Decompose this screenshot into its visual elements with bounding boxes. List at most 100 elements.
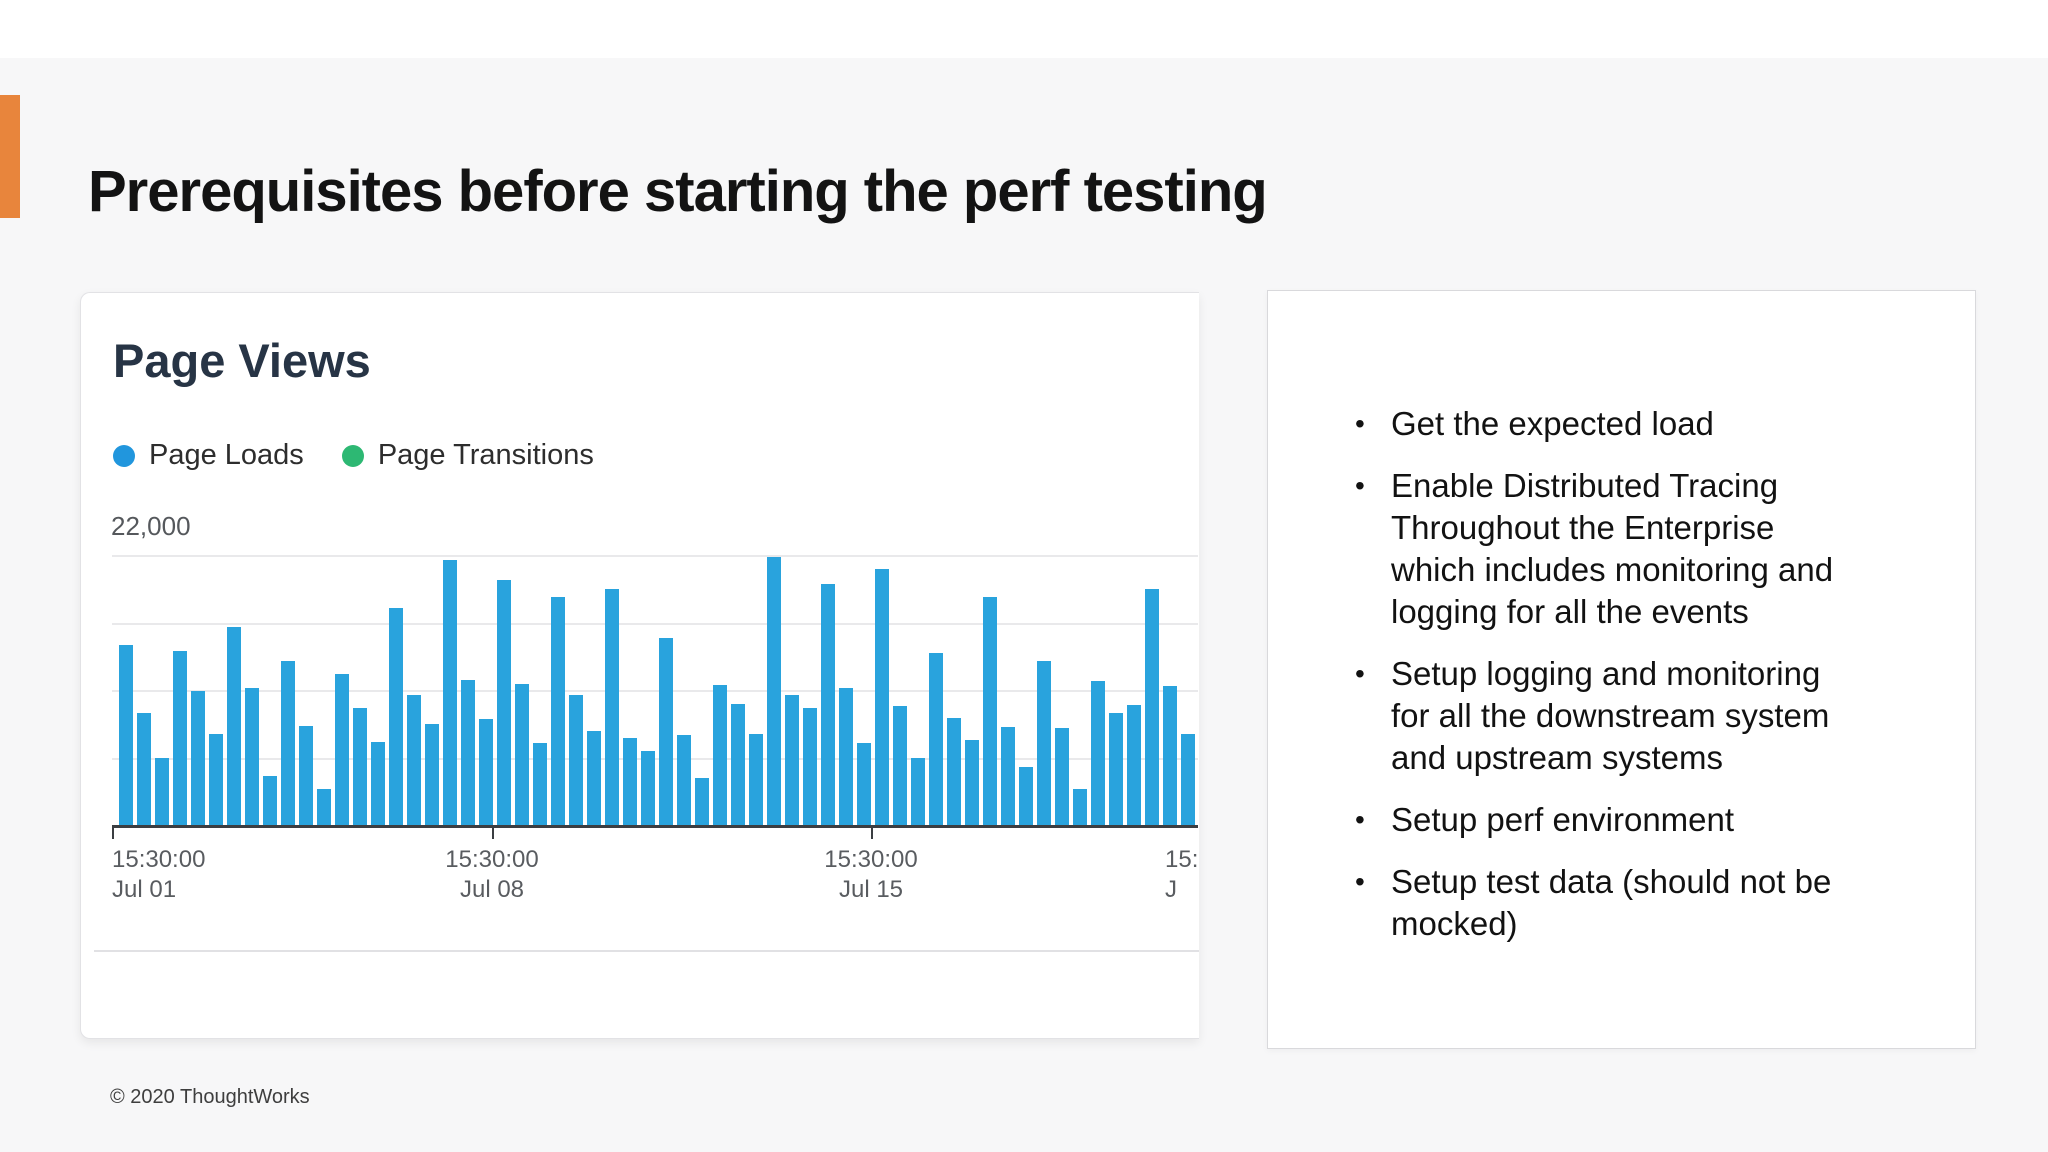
page-loads-bar (695, 778, 709, 825)
gridline (112, 757, 1198, 760)
x-axis-label: 15:30:00 Jul 15 (824, 846, 918, 903)
page-loads-bar (119, 644, 133, 825)
chart-title: Page Views (113, 334, 371, 387)
page-loads-bar (1073, 789, 1087, 825)
page-loads-bar (803, 708, 817, 825)
page-title: Prerequisites before starting the perf t… (88, 158, 1268, 224)
page-loads-bar (965, 740, 979, 825)
page-loads-bar (857, 742, 871, 825)
bullet-text: Setup logging and monitoring for all the… (1391, 655, 1830, 776)
page-loads-bar (497, 579, 511, 825)
page-loads-dot-icon (113, 444, 135, 467)
bullet-list: • Get the expected load • Enable Distribute… (1355, 403, 1935, 965)
page-loads-bar (533, 742, 547, 825)
page-loads-bar (371, 741, 385, 825)
bullet-text: Get the expected load (1391, 405, 1714, 442)
bullet-item: • Setup test data (should not be mocked) (1355, 861, 1935, 945)
page-loads-bar (137, 713, 151, 825)
page-loads-bar (227, 627, 241, 825)
x-axis-tick (112, 825, 114, 839)
page-loads-bar (1109, 713, 1123, 825)
page-loads-bar (839, 687, 853, 825)
page-loads-bar (1055, 728, 1069, 825)
page-loads-bar (731, 703, 745, 825)
page-loads-bar (317, 789, 331, 825)
page-loads-bar (1145, 589, 1159, 825)
page-loads-bar (983, 596, 997, 825)
legend-label: Page Loads (149, 439, 304, 471)
accent-bar (0, 95, 20, 218)
page-loads-bar (623, 737, 637, 825)
page-loads-bar (209, 734, 223, 825)
bullet-text: Setup test data (should not be mocked) (1391, 863, 1832, 942)
page-loads-bar (821, 584, 835, 825)
x-axis-label: 15:3J (1165, 846, 1199, 903)
bullet-text: Setup perf environment (1391, 801, 1735, 838)
bullet-item: • Setup logging and monitoring for all th… (1355, 653, 1935, 779)
page-loads-bar (299, 725, 313, 825)
page-loads-bar (1091, 681, 1105, 825)
x-axis-tick (871, 825, 873, 839)
legend-item-page-loads[interactable]: Page Loads (113, 439, 304, 472)
page-loads-bar (191, 691, 205, 825)
chart-legend: Page Loads Page Transitions (113, 439, 632, 472)
x-axis-labels: 15:30:00 Jul 01 15:30:00 Jul 08 15:30:00 Jul … (112, 845, 1199, 915)
page-loads-bar (173, 650, 187, 825)
bullet-item: • Setup perf environment (1355, 799, 1935, 841)
page-loads-bar (155, 757, 169, 825)
page-loads-bar (713, 685, 727, 825)
bullet-marker-icon: • (1355, 804, 1365, 835)
bullet-text: Enable Distributed Tracing Throughout th… (1391, 467, 1834, 630)
page-loads-bar (443, 559, 457, 825)
page-loads-bar (605, 589, 619, 825)
plot-area (112, 555, 1198, 825)
page-loads-bar (1019, 767, 1033, 825)
page-loads-bar (389, 607, 403, 825)
page-loads-bar (407, 694, 421, 825)
top-strip (0, 0, 2048, 58)
page-loads-bar (569, 694, 583, 825)
page-loads-bar (335, 674, 349, 825)
x-axis-line (112, 825, 1198, 828)
page-loads-bar (767, 557, 781, 825)
card-divider (94, 950, 1199, 952)
page-loads-bar (659, 638, 673, 825)
page-loads-bar (875, 568, 889, 825)
legend-label: Page Transitions (377, 439, 594, 471)
page-loads-bar (677, 735, 691, 825)
page-views-chart-card: Page Views Page Loads Page Transitions 2… (80, 292, 1199, 1039)
page-loads-bar (515, 683, 529, 825)
page-loads-bar (461, 680, 475, 825)
gridline (112, 555, 1198, 557)
page-loads-bar (551, 596, 565, 825)
page-loads-bar (1163, 686, 1177, 825)
y-axis-top-label: 22,000 (111, 511, 191, 541)
footer-copyright: © 2020 ThoughtWorks (110, 1086, 310, 1108)
page-loads-bar (1127, 704, 1141, 825)
page-loads-bar (785, 694, 799, 825)
page-loads-bar (1037, 660, 1051, 825)
page-loads-bar (911, 757, 925, 825)
bullet-marker-icon: • (1355, 866, 1365, 897)
bullet-marker-icon: • (1355, 408, 1365, 439)
page-loads-bar (245, 687, 259, 825)
page-loads-bar (425, 724, 439, 825)
page-loads-bar (929, 653, 943, 825)
page-loads-bar (1181, 734, 1195, 825)
gridline (112, 622, 1198, 625)
gridline (112, 690, 1198, 692)
legend-item-page-transitions[interactable]: Page Transitions (341, 439, 594, 472)
page-loads-bar (281, 660, 295, 825)
bullet-item: • Get the expected load (1355, 403, 1935, 445)
bullet-marker-icon: • (1355, 658, 1365, 689)
page-loads-bar (263, 775, 277, 825)
page-loads-bar (749, 734, 763, 825)
page-loads-bar (893, 705, 907, 825)
page-transitions-dot-icon (341, 444, 364, 467)
page-loads-bar (947, 718, 961, 825)
bullet-marker-icon: • (1355, 470, 1365, 501)
x-axis-label: 15:30:00 Jul 08 (445, 846, 539, 903)
page-loads-bar (641, 751, 655, 825)
page-loads-bar (587, 730, 601, 825)
